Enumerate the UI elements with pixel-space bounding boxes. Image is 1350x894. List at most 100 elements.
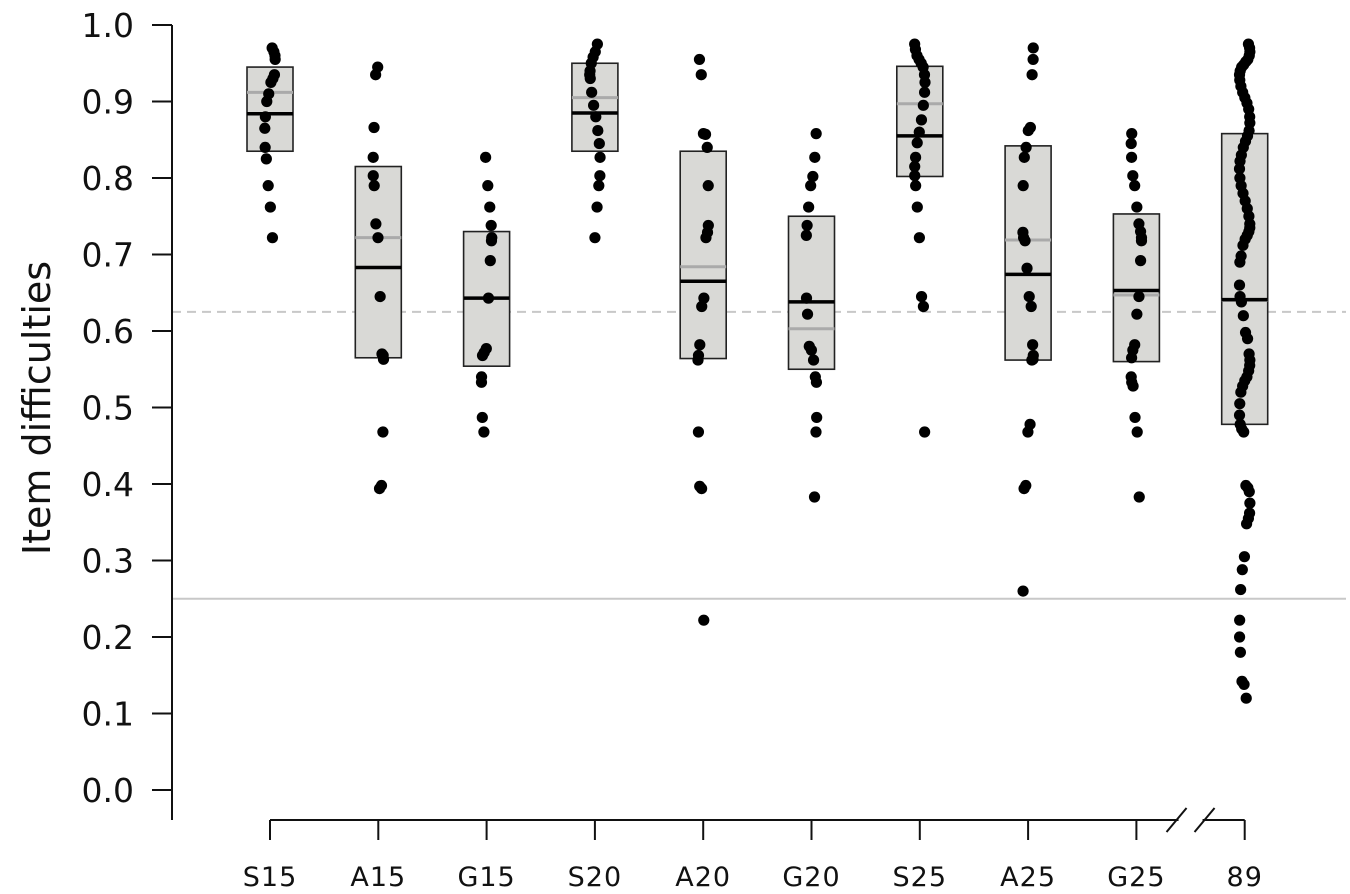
data-point <box>259 141 271 153</box>
data-point <box>807 170 819 183</box>
data-point <box>919 426 931 438</box>
data-point <box>1131 426 1143 438</box>
points-A25 <box>1017 42 1039 597</box>
data-point <box>484 255 496 267</box>
data-point <box>801 219 813 232</box>
data-points <box>259 38 1256 704</box>
data-point <box>805 344 818 356</box>
data-point <box>261 95 273 108</box>
data-point <box>485 235 498 247</box>
box-A15 <box>354 165 403 359</box>
points-A15 <box>367 61 390 495</box>
data-point <box>588 99 600 111</box>
data-point <box>264 201 276 213</box>
data-point <box>482 292 495 304</box>
data-point <box>476 349 489 362</box>
y-tick-label: 0.8 <box>82 159 134 198</box>
data-point <box>1027 339 1039 351</box>
data-point <box>698 292 710 304</box>
y-tick-label: 1.0 <box>82 6 134 45</box>
data-point <box>915 290 928 303</box>
data-point <box>917 99 929 111</box>
data-point <box>1125 151 1138 163</box>
data-point <box>1240 518 1253 530</box>
data-point <box>1234 614 1246 626</box>
data-point <box>1235 296 1248 308</box>
data-point <box>265 76 277 88</box>
data-point <box>695 69 707 81</box>
data-point <box>800 229 812 241</box>
data-point <box>696 482 708 495</box>
data-point <box>594 151 606 163</box>
data-point <box>1235 583 1247 596</box>
data-point <box>1129 180 1141 192</box>
box-iqr <box>354 165 403 359</box>
data-point <box>808 491 821 503</box>
data-point <box>594 170 606 182</box>
y-tick-label: 0.6 <box>82 312 134 351</box>
data-point <box>368 121 380 134</box>
data-point <box>266 232 279 244</box>
data-point <box>1237 310 1249 322</box>
data-point <box>1237 239 1249 251</box>
data-point <box>917 300 930 313</box>
x-tick-label-S25: S25 <box>893 862 948 893</box>
data-point <box>1133 290 1145 303</box>
y-tick-label: 0.0 <box>82 771 134 810</box>
y-tick-label: 0.4 <box>82 465 134 504</box>
data-point <box>1133 491 1145 503</box>
reference-lines <box>172 310 1346 600</box>
data-point <box>1127 380 1139 392</box>
data-point <box>1026 69 1038 81</box>
data-point <box>269 53 281 66</box>
data-point <box>1134 255 1147 267</box>
data-point <box>696 300 708 313</box>
data-point <box>1234 646 1247 658</box>
data-point <box>1233 279 1246 291</box>
y-tick-label: 0.3 <box>82 542 134 581</box>
data-point <box>374 290 386 303</box>
data-point <box>367 170 379 182</box>
data-point <box>1243 486 1255 498</box>
data-point <box>805 180 817 192</box>
y-tick-label: 0.2 <box>82 618 134 657</box>
x-tick-label-G15: G15 <box>457 862 515 893</box>
data-point <box>803 201 815 213</box>
data-point <box>368 180 380 192</box>
data-point <box>377 426 389 438</box>
data-point <box>584 72 596 85</box>
box-A20 <box>679 150 728 360</box>
data-point <box>699 128 712 140</box>
data-point <box>1238 426 1250 438</box>
data-point <box>589 232 601 244</box>
data-point <box>1019 235 1031 247</box>
data-point <box>1244 497 1256 509</box>
data-point <box>1238 678 1250 691</box>
data-point <box>259 122 271 134</box>
data-point <box>1018 151 1030 163</box>
data-point <box>911 137 923 149</box>
data-point <box>1021 262 1033 274</box>
data-point <box>1027 42 1039 54</box>
points-G25 <box>1125 128 1148 503</box>
data-point <box>919 76 931 88</box>
y-axis-title: Item difficulties <box>15 261 59 555</box>
data-point <box>370 69 382 81</box>
data-point <box>1233 163 1246 175</box>
data-point <box>1127 170 1139 182</box>
data-point <box>1026 354 1038 366</box>
data-point <box>1017 585 1029 597</box>
data-point <box>1023 290 1035 303</box>
y-tick-label: 0.5 <box>82 389 134 428</box>
data-point <box>1017 180 1029 192</box>
data-point <box>259 111 271 123</box>
data-point <box>590 111 602 123</box>
data-point <box>476 411 488 424</box>
data-point <box>1241 333 1254 345</box>
points-G15 <box>475 151 498 438</box>
data-point <box>1022 124 1034 137</box>
data-point <box>1125 352 1138 364</box>
data-point <box>909 160 921 173</box>
data-point <box>801 308 814 320</box>
